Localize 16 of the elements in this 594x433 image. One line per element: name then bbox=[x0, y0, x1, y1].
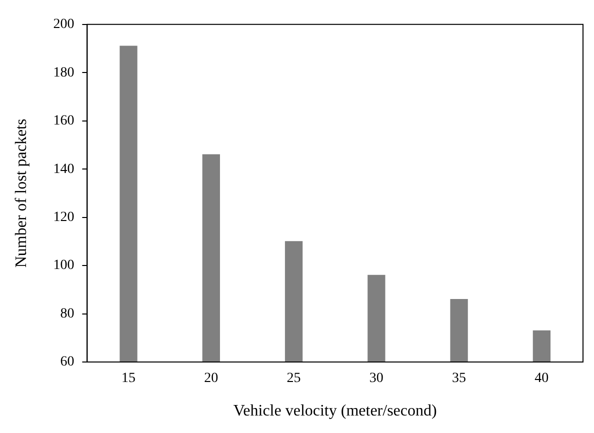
x-tick-label: 35 bbox=[452, 371, 466, 386]
y-tick-label: 200 bbox=[53, 17, 74, 32]
x-axis-title: Vehicle velocity (meter/second) bbox=[233, 402, 437, 420]
y-tick-label: 140 bbox=[53, 162, 74, 177]
x-tick-label: 25 bbox=[286, 371, 301, 386]
x-tick-label: 40 bbox=[534, 371, 549, 386]
y-tick-label: 60 bbox=[60, 354, 74, 370]
y-tick-label: 100 bbox=[53, 258, 74, 274]
x-tick-label: 30 bbox=[369, 371, 384, 386]
y-tick-label: 120 bbox=[53, 210, 74, 225]
y-tick-label: 160 bbox=[53, 114, 74, 129]
y-axis-title: Number of lost packets bbox=[12, 118, 30, 268]
y-tick-label: 180 bbox=[53, 65, 74, 80]
x-tick-label: 15 bbox=[122, 371, 136, 386]
y-tick-label: 80 bbox=[60, 306, 74, 322]
x-tick-label: 20 bbox=[204, 371, 218, 386]
